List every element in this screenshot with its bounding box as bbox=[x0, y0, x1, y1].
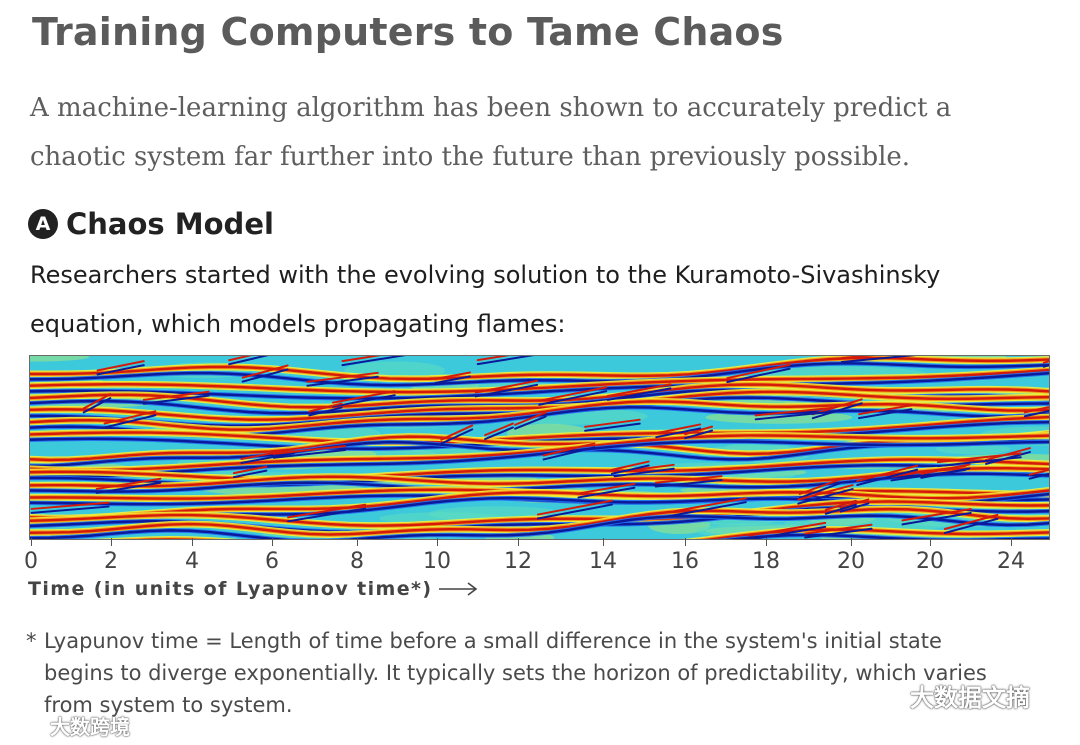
section-description: Researchers started with the evolving so… bbox=[30, 261, 941, 338]
time-axis: 0 2 4 6 8 10 12 14 16 18 20 20 24 bbox=[0, 538, 1080, 578]
x-axis-label: Time (in units of Lyapunov time*) bbox=[28, 578, 478, 600]
footnote: * Lyapunov time = Length of time before … bbox=[26, 625, 1016, 721]
axis-tick bbox=[1011, 538, 1012, 546]
axis-tick-label: 20 bbox=[916, 549, 944, 574]
section-title: Chaos Model bbox=[66, 207, 274, 241]
chaos-heatmap bbox=[29, 355, 1050, 540]
axis-tick-label: 8 bbox=[350, 549, 364, 574]
axis-tick-label: 2 bbox=[104, 549, 118, 574]
footnote-text: Lyapunov time = Length of time before a … bbox=[44, 629, 987, 717]
axis-tick bbox=[357, 538, 358, 546]
cloud-logo-icon bbox=[5, 718, 46, 733]
axis-tick-label: 24 bbox=[997, 549, 1025, 574]
x-axis-label-text: Time (in units of Lyapunov time*) bbox=[28, 578, 433, 600]
axis-tick-label: 0 bbox=[24, 549, 38, 574]
watermark-right-text: 大数据文摘 bbox=[910, 684, 1030, 712]
arrow-right-icon bbox=[439, 582, 478, 596]
axis-tick bbox=[851, 538, 852, 546]
watermark-left: 大数跨境 bbox=[4, 711, 130, 740]
axis-tick-label: 6 bbox=[265, 549, 279, 574]
page-subtitle: A machine-learning algorithm has been sh… bbox=[30, 93, 952, 172]
axis-tick bbox=[685, 538, 686, 546]
axis-tick bbox=[192, 538, 193, 546]
axis-tick bbox=[930, 538, 931, 546]
axis-tick-label: 12 bbox=[504, 549, 532, 574]
axis-tick bbox=[603, 538, 604, 546]
axis-tick-label: 14 bbox=[589, 549, 617, 574]
axis-tick bbox=[437, 538, 438, 546]
footnote-marker: * bbox=[26, 629, 37, 653]
wechat-logo-icon bbox=[866, 682, 902, 708]
axis-tick-label: 16 bbox=[671, 549, 699, 574]
axis-tick bbox=[111, 538, 112, 546]
axis-tick bbox=[766, 538, 767, 546]
page-title: Training Computers to Tame Chaos bbox=[32, 10, 784, 54]
axis-tick bbox=[31, 538, 32, 546]
watermark-left-text: 大数跨境 bbox=[50, 715, 130, 739]
axis-tick-label: 18 bbox=[752, 549, 780, 574]
watermark-right: 大数据文摘 bbox=[866, 678, 1030, 713]
heatmap-icon bbox=[30, 356, 1049, 539]
axis-tick-label: 4 bbox=[185, 549, 199, 574]
section-header: A Chaos Model bbox=[28, 204, 274, 244]
axis-tick bbox=[518, 538, 519, 546]
axis-tick-label: 10 bbox=[423, 549, 451, 574]
axis-tick bbox=[272, 538, 273, 546]
axis-tick-label: 20 bbox=[837, 549, 865, 574]
section-badge: A bbox=[28, 209, 58, 239]
